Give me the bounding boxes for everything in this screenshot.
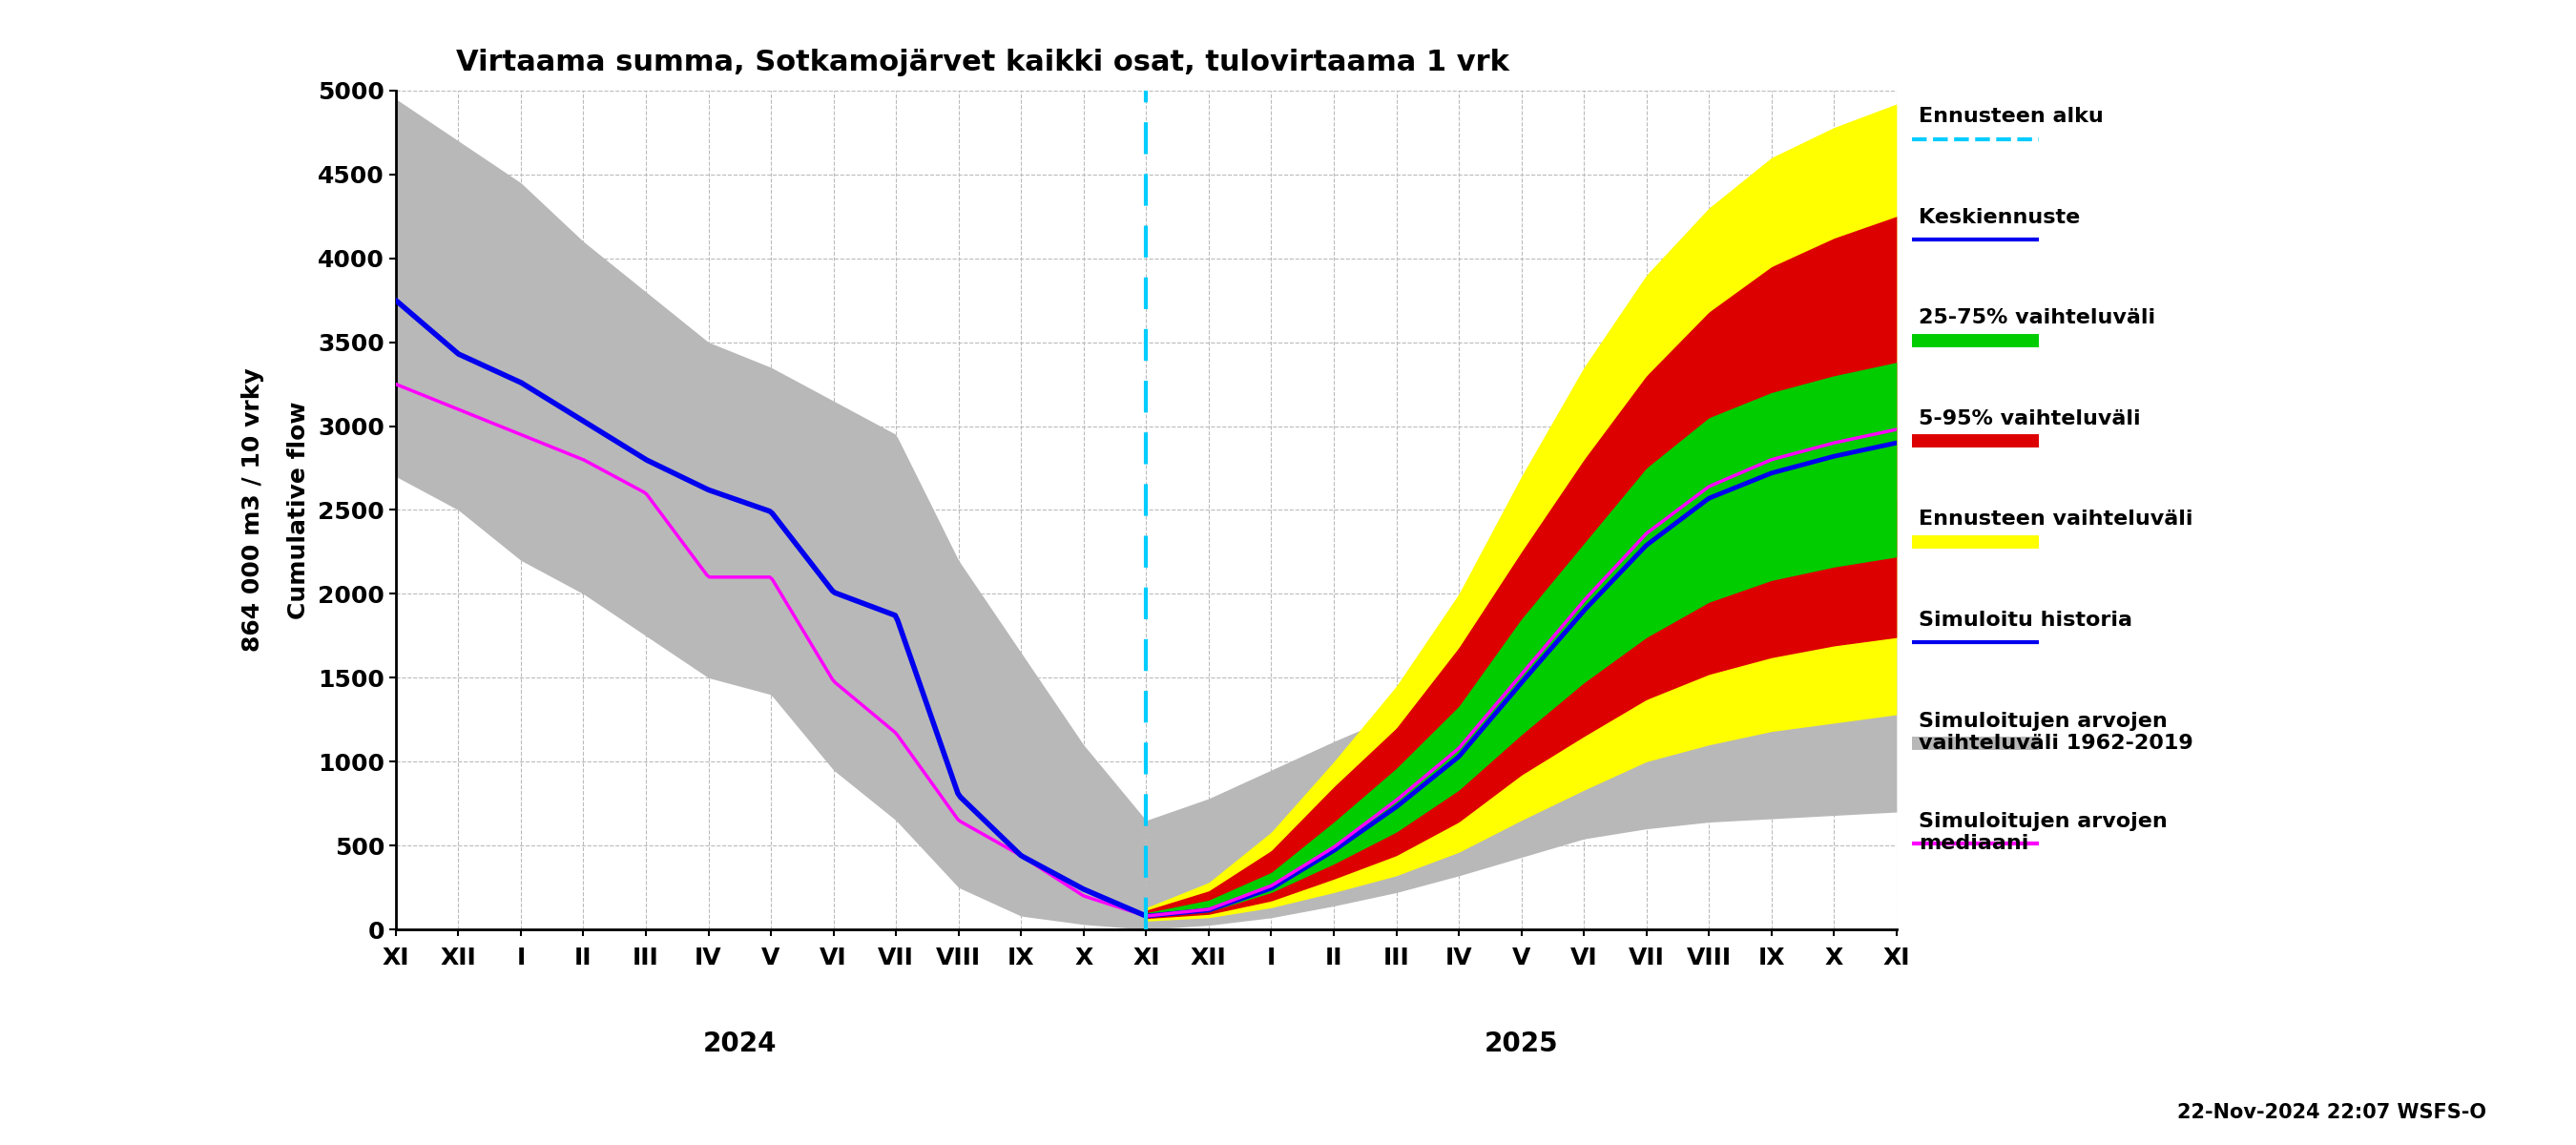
- Point: [448, 923, 479, 937]
- Text: Cumulative flow: Cumulative flow: [286, 401, 309, 619]
- Text: 2024: 2024: [703, 1030, 775, 1057]
- Text: 864 000 m3 / 10 vrky: 864 000 m3 / 10 vrky: [242, 368, 265, 652]
- Text: Ennusteen alku: Ennusteen alku: [1919, 108, 2105, 126]
- Text: 2025: 2025: [1484, 1030, 1558, 1057]
- Text: Ennusteen vaihteluväli: Ennusteen vaihteluväli: [1919, 510, 2192, 529]
- Text: Virtaama summa, Sotkamojärvet kaikki osat, tulovirtaama 1 vrk: Virtaama summa, Sotkamojärvet kaikki osa…: [456, 48, 1510, 77]
- Text: 22-Nov-2024 22:07 WSFS-O: 22-Nov-2024 22:07 WSFS-O: [2177, 1103, 2486, 1122]
- Text: Simuloitujen arvojen
vaihteluväli 1962-2019: Simuloitujen arvojen vaihteluväli 1962-2…: [1919, 711, 2195, 752]
- Point: [443, 923, 474, 937]
- Point: [443, 923, 474, 937]
- Point: [443, 923, 474, 937]
- Point: [448, 923, 479, 937]
- Point: [443, 923, 474, 937]
- Text: Simuloitujen arvojen
mediaani: Simuloitujen arvojen mediaani: [1919, 812, 2169, 853]
- Point: [448, 923, 479, 937]
- Point: [443, 923, 474, 937]
- Point: [448, 923, 479, 937]
- Point: [448, 923, 479, 937]
- Point: [443, 923, 474, 937]
- Text: Simuloitu historia: Simuloitu historia: [1919, 610, 2133, 630]
- Point: [443, 923, 474, 937]
- Point: [443, 923, 474, 937]
- Point: [448, 923, 479, 937]
- Text: 5-95% vaihteluväli: 5-95% vaihteluväli: [1919, 409, 2141, 428]
- Text: 25-75% vaihteluväli: 25-75% vaihteluväli: [1919, 309, 2156, 327]
- Point: [448, 923, 479, 937]
- Text: Keskiennuste: Keskiennuste: [1919, 208, 2081, 227]
- Point: [448, 923, 479, 937]
